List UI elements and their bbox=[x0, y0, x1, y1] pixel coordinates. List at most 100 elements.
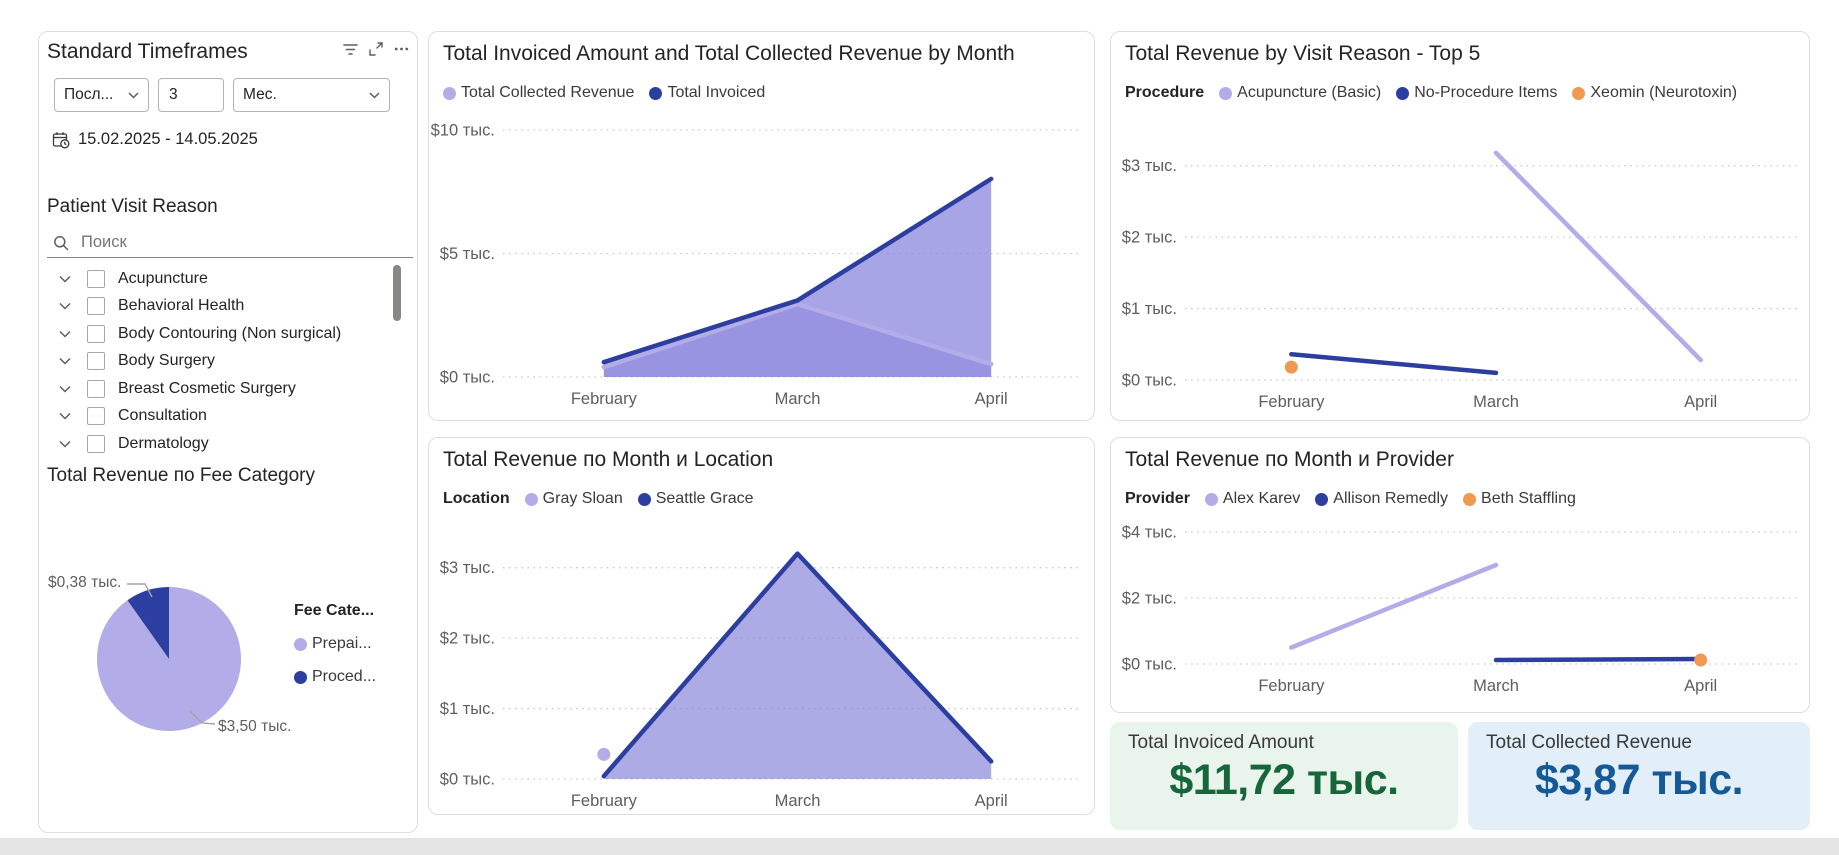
checkbox[interactable] bbox=[87, 324, 105, 343]
pie-chart-title: Total Revenue по Fee Category bbox=[47, 465, 315, 486]
y-axis-tick-label: $2 тыс. bbox=[1122, 229, 1177, 247]
series-line bbox=[1493, 150, 1703, 363]
list-scrollbar-thumb[interactable] bbox=[393, 265, 401, 321]
series-line bbox=[601, 551, 994, 779]
legend-label: Beth Staffling bbox=[1481, 490, 1576, 507]
period-type-dropdown[interactable]: Посл... bbox=[54, 78, 149, 112]
legend-item[interactable]: No-Procedure Items bbox=[1396, 84, 1557, 102]
checkbox[interactable] bbox=[87, 269, 105, 288]
pie-chart bbox=[97, 587, 242, 731]
legend-label: Total Collected Revenue bbox=[461, 84, 635, 101]
search-icon bbox=[54, 235, 69, 250]
chevron-down-icon bbox=[128, 91, 139, 99]
y-axis-tick-label: $10 тыс. bbox=[431, 122, 495, 140]
y-axis-tick-label: $0 тыс. bbox=[440, 369, 495, 387]
kpi-total-collected: Total Collected Revenue $3,87 тыс. bbox=[1468, 722, 1810, 830]
chevron-down-icon[interactable] bbox=[59, 357, 71, 365]
area-chart-location: $0 тыс. $1 тыс. $2 тыс. $3 тыс. February Marc… bbox=[440, 551, 1082, 810]
legend-dot bbox=[443, 86, 456, 100]
kpi-value: $3,87 тыс. bbox=[1534, 756, 1744, 804]
line-chart-visit-reason: $0 тыс. $1 тыс. $2 тыс. $3 тыс. February Marc… bbox=[1122, 150, 1797, 411]
legend-item[interactable]: Xeomin (Neurotoxin) bbox=[1572, 84, 1737, 102]
chevron-down-icon[interactable] bbox=[59, 330, 71, 338]
legend-item[interactable]: Acupuncture (Basic) bbox=[1219, 84, 1381, 102]
pie-slice[interactable] bbox=[127, 587, 169, 659]
data-point-dot bbox=[1694, 653, 1708, 667]
focus-mode-icon[interactable] bbox=[369, 42, 383, 56]
visit-reason-item[interactable]: Body Contouring (Non surgical) bbox=[47, 320, 391, 348]
checkbox[interactable] bbox=[87, 352, 105, 371]
legend-item[interactable]: Prepai... bbox=[294, 635, 372, 653]
legend-item[interactable]: Gray Sloan bbox=[524, 490, 623, 508]
legend-dot bbox=[1315, 492, 1329, 506]
visit-reason-item[interactable]: Dermatology bbox=[47, 430, 391, 456]
date-range-row: 15.02.2025 - 14.05.2025 bbox=[52, 130, 258, 149]
chevron-down-icon[interactable] bbox=[59, 385, 71, 393]
legend-label: Alex Karev bbox=[1222, 490, 1301, 507]
visit-reason-label: Dermatology bbox=[118, 434, 209, 452]
chevron-down-icon[interactable] bbox=[59, 275, 71, 283]
x-axis-tick-label: April bbox=[975, 390, 1008, 408]
chevron-down-icon[interactable] bbox=[59, 412, 71, 420]
legend-item[interactable]: Alex Karev bbox=[1204, 490, 1301, 508]
period-count-input[interactable] bbox=[159, 86, 223, 104]
y-axis-tick-label: $0 тыс. bbox=[1122, 372, 1177, 390]
legend-item[interactable]: Total Invoiced bbox=[649, 84, 765, 102]
chart-legend: Total Collected Revenue Total Invoiced bbox=[443, 84, 765, 102]
y-axis-tick-label: $2 тыс. bbox=[1122, 590, 1177, 608]
checkbox[interactable] bbox=[87, 379, 105, 398]
x-axis-tick-label: March bbox=[1473, 393, 1519, 411]
legend-label: No-Procedure Items bbox=[1414, 84, 1558, 101]
series-line bbox=[1289, 562, 1499, 650]
search-input[interactable] bbox=[79, 232, 363, 253]
legend-item[interactable]: Seattle Grace bbox=[637, 490, 754, 508]
visit-reason-item[interactable]: Acupuncture bbox=[47, 265, 391, 293]
visit-reason-item[interactable]: Breast Cosmetic Surgery bbox=[47, 375, 391, 403]
series-line bbox=[601, 176, 994, 365]
y-axis-tick-label: $0 тыс. bbox=[440, 771, 495, 789]
series-line bbox=[1493, 656, 1703, 663]
visit-reason-item[interactable]: Behavioral Health bbox=[47, 293, 391, 321]
legend-label: Prepai... bbox=[312, 635, 372, 652]
location-chart-card: Total Revenue по Month и Location Locati… bbox=[428, 437, 1095, 815]
chevron-down-icon[interactable] bbox=[59, 440, 71, 448]
legend-dot bbox=[1396, 86, 1410, 100]
legend-dot bbox=[1204, 492, 1218, 506]
visit-reason-item[interactable]: Consultation bbox=[47, 403, 391, 431]
legend-dot bbox=[294, 670, 307, 684]
pie-legend: Fee Cate... Prepai... Proced... bbox=[294, 602, 376, 686]
more-options-icon[interactable] bbox=[394, 42, 409, 56]
calendar-clock-icon bbox=[52, 131, 70, 148]
chart-legend: Provider Alex Karev Allison Remedly Beth St… bbox=[1125, 490, 1576, 508]
chart-title: Total Revenue по Month и Provider bbox=[1125, 448, 1454, 471]
checkbox[interactable] bbox=[87, 434, 105, 453]
chevron-down-icon[interactable] bbox=[59, 302, 71, 310]
checkbox[interactable] bbox=[87, 407, 105, 426]
x-axis-tick-label: February bbox=[571, 792, 638, 810]
checkbox[interactable] bbox=[87, 297, 105, 316]
legend-dot bbox=[524, 492, 538, 506]
area-chart-invoiced-collected: $0 тыс. $5 тыс. $10 тыс. February March April bbox=[431, 122, 1082, 408]
visit-reason-item[interactable]: Body Surgery bbox=[47, 348, 391, 376]
legend-item[interactable]: Proced... bbox=[294, 668, 376, 686]
legend-item[interactable]: Total Collected Revenue bbox=[443, 84, 634, 102]
series-line bbox=[1289, 352, 1499, 376]
period-unit-dropdown[interactable]: Мес. bbox=[233, 78, 390, 112]
legend-label: Seattle Grace bbox=[655, 490, 754, 507]
chart-title: Total Revenue по Month и Location bbox=[443, 448, 774, 471]
y-axis-tick-label: $0 тыс. bbox=[1122, 656, 1177, 674]
filter-icon[interactable] bbox=[343, 43, 358, 56]
y-axis-tick-label: $4 тыс. bbox=[1122, 524, 1177, 542]
legend-label: Gray Sloan bbox=[542, 490, 623, 507]
legend-item[interactable]: Beth Staffling bbox=[1463, 490, 1576, 508]
y-axis-tick-label: $1 тыс. bbox=[1122, 300, 1177, 318]
panel-title: Standard Timeframes bbox=[47, 40, 248, 63]
legend-dot bbox=[649, 86, 663, 100]
x-axis-tick-label: March bbox=[775, 390, 821, 408]
period-unit-value: Мес. bbox=[243, 86, 277, 103]
legend-item[interactable]: Allison Remedly bbox=[1315, 490, 1448, 508]
kpi-value: $11,72 тыс. bbox=[1169, 756, 1399, 804]
legend-dot bbox=[1463, 492, 1477, 506]
y-axis-tick-label: $1 тыс. bbox=[440, 700, 495, 718]
